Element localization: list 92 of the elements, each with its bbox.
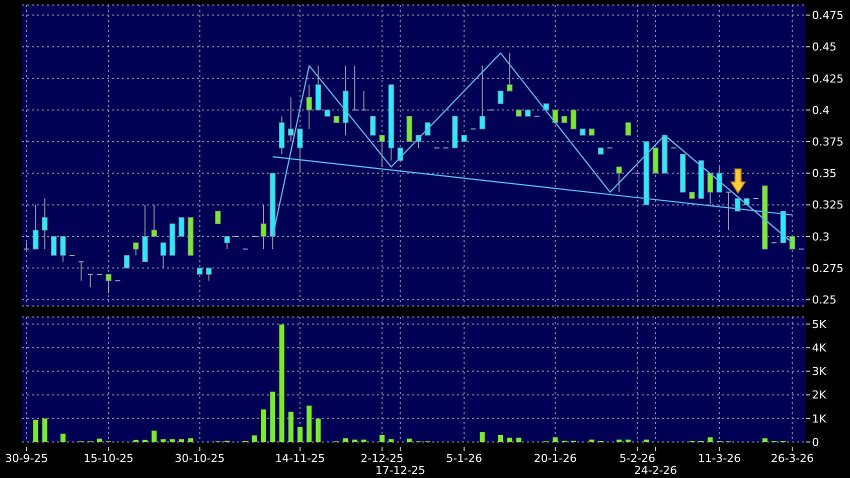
y-tick-label: 0.275 (812, 262, 844, 275)
candlestick (789, 236, 796, 250)
y-tick-label: 0 (812, 436, 819, 449)
candlestick (78, 261, 84, 282)
bar (288, 412, 294, 442)
bar (170, 439, 175, 442)
x-tick-label: 26-3-26 (770, 452, 814, 465)
bar (297, 426, 302, 442)
x-tick-label: 11-3-26 (698, 452, 741, 465)
y-tick-label: 0.325 (812, 198, 844, 212)
x-tick-label: 5-1-26 (446, 452, 482, 465)
x-tick-label: 24-2-26 (634, 464, 678, 477)
candlestick (352, 65, 358, 110)
bar (270, 392, 276, 442)
x-tick-label: 14-11-25 (275, 452, 326, 465)
x-tick-label: 30-9-25 (5, 452, 48, 465)
candlestick (297, 128, 303, 174)
bar (33, 420, 38, 442)
bar (498, 434, 504, 442)
candlestick (60, 236, 66, 262)
candlestick (552, 110, 558, 123)
candlestick (260, 204, 266, 250)
candlestick (42, 198, 48, 250)
x-tick-label: 5-2-26 (619, 452, 656, 465)
candlestick (106, 274, 112, 294)
bar (388, 439, 394, 442)
bar (306, 406, 312, 442)
candlestick (178, 217, 184, 237)
bar (279, 324, 284, 442)
candlestick (32, 204, 38, 250)
line-series (272, 52, 793, 244)
x-tick-label: 30-10-25 (174, 452, 225, 465)
candlestick (616, 166, 622, 193)
candlestick (151, 204, 157, 237)
candlestick (224, 236, 230, 250)
bar (516, 438, 522, 442)
bar (708, 437, 713, 442)
candlestick (206, 268, 212, 282)
y-tick-label: 4K (812, 342, 827, 355)
x-tick-label: 15-10-25 (84, 452, 134, 465)
bar (507, 438, 512, 442)
candlestick (734, 198, 740, 212)
y-tick-label: 0.425 (812, 72, 844, 86)
y-tick-label: 2K (812, 388, 827, 402)
bar (316, 418, 321, 442)
candlestick (133, 242, 139, 256)
candlestick (215, 210, 221, 224)
candlestick (379, 134, 385, 168)
candlestick (370, 116, 376, 136)
candlestick (725, 192, 732, 231)
y-tick-label: 5K (812, 318, 827, 331)
candlestick (51, 236, 57, 256)
candlestick (625, 122, 631, 136)
y-tick-label: 0.375 (812, 135, 844, 148)
bar (552, 437, 558, 442)
bar (406, 438, 412, 442)
candlestick (498, 90, 504, 104)
y-tick-label: 0.475 (812, 9, 844, 22)
bar (252, 435, 257, 442)
y-tick-label: 0.25 (812, 294, 836, 307)
candlestick (360, 90, 367, 110)
x-tick-label: 20-1-26 (534, 452, 577, 465)
candlestick (87, 274, 94, 288)
candlestick (506, 52, 512, 92)
bar (96, 438, 102, 442)
bar (480, 432, 485, 442)
candlestick (160, 242, 166, 269)
bar (160, 439, 166, 442)
bar (152, 430, 157, 442)
candlestick (288, 96, 294, 142)
candlestick (306, 84, 312, 130)
y-tick-label: 3K (812, 365, 827, 378)
candlestick (480, 65, 486, 130)
x-tick-label: 17-12-25 (375, 464, 426, 477)
y-tick-label: 0.45 (812, 40, 836, 54)
bar (343, 438, 348, 442)
y-tick-label: 0.3 (812, 230, 830, 244)
y-tick-label: 0.4 (812, 104, 830, 117)
bar (188, 438, 194, 442)
bar (261, 409, 266, 442)
bar (60, 434, 66, 442)
y-tick-label: 1K (812, 412, 827, 426)
bar (762, 438, 768, 442)
bar (178, 439, 184, 442)
candlestick (124, 255, 130, 268)
y-tick-label: 0.35 (812, 167, 836, 180)
candlestick (570, 110, 576, 130)
bar (380, 434, 385, 442)
bar (42, 418, 48, 442)
x-tick-label: 2-12-25 (360, 452, 404, 465)
candlestick (716, 166, 722, 193)
candlestick (707, 172, 714, 206)
